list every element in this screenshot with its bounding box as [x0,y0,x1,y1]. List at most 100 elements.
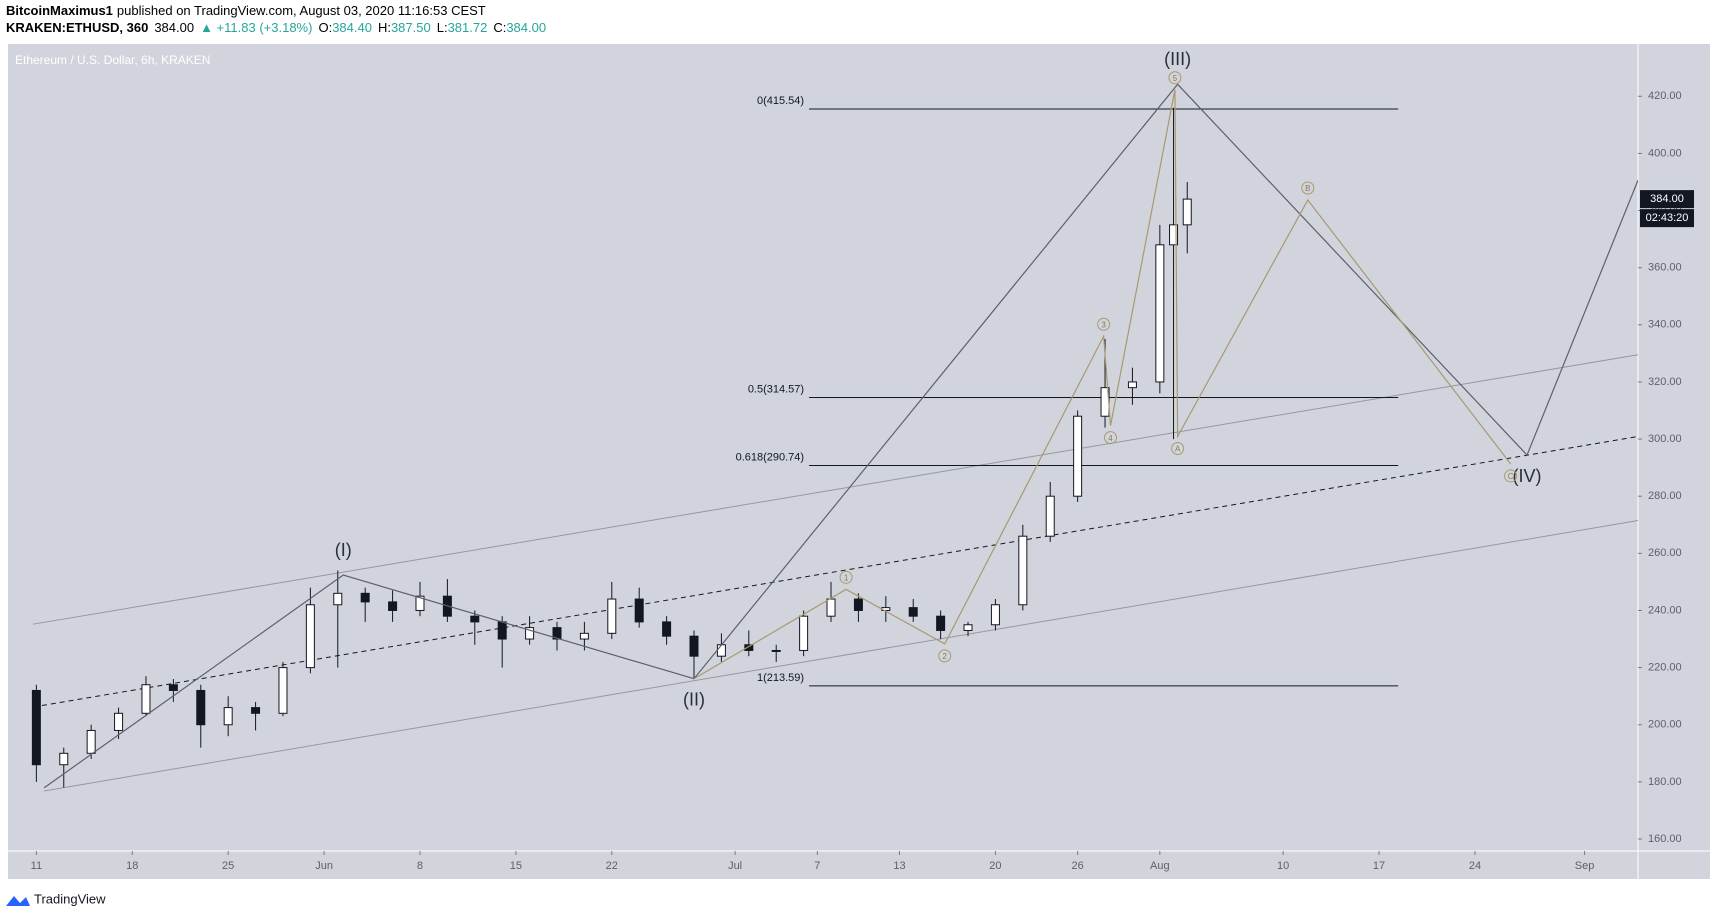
wave-label: (III) [1164,49,1191,69]
chart-title: Ethereum / U.S. Dollar, 6h, KRAKEN [15,53,210,67]
x-tick-label: 7 [814,860,820,872]
candle-body [388,601,398,611]
x-tick-label: 8 [417,860,423,872]
ohlc-value: 384.00 [506,20,546,35]
candle-body [278,667,288,714]
y-tick-label: 360.00 [1648,262,1682,274]
candle-body [662,621,672,637]
candle-body [552,627,562,640]
candle-body [31,689,41,766]
candle-body [168,684,178,691]
x-tick-label: 22 [606,860,618,872]
published: published on TradingView.com, August 03,… [117,3,486,18]
x-tick-label: 24 [1469,860,1481,872]
wave-marker [1301,181,1315,195]
y-tick-label: 280.00 [1648,490,1682,502]
wave-marker [1168,71,1182,85]
y-tick-label: 340.00 [1648,319,1682,331]
candle-body [497,621,507,640]
candle-body [744,644,754,651]
candle-body [470,615,480,623]
candle-body [305,604,315,669]
wave-label: 4 [1108,434,1113,443]
countdown-badge [1640,209,1694,228]
fib-label: 0(415.54) [757,95,804,107]
wave-marker [1171,442,1185,456]
candle-body [963,624,973,631]
header-line: BitcoinMaximus1 published on TradingView.… [6,3,486,18]
candle-body [771,649,781,652]
candle-body [634,598,644,623]
y-tick-label: 200.00 [1648,719,1682,731]
candle-body [415,595,425,611]
brand: TradingView [34,891,106,906]
x-tick-label: Aug [1150,860,1170,872]
wave-marker [1504,469,1518,483]
x-tick-label: 26 [1072,860,1084,872]
wave-marker [1104,431,1118,445]
last-price-badge [1640,190,1694,209]
plot: 0(415.54) 0.5(314.57) 0.618(290.74) 1(213.5… [31,49,1638,792]
candle-body [689,635,699,657]
ohlc-label: C: [493,20,506,35]
x-tick-label: 13 [893,860,905,872]
x-tick-label: Sep [1575,860,1595,872]
candle-body [579,632,589,640]
ohlc-label: L: [437,20,448,35]
channel-line [43,519,1638,792]
candle-body [1182,198,1192,226]
candle-body [86,729,96,754]
wave-label: 1 [844,573,849,582]
candle-body [59,752,69,766]
channel-line [32,436,1638,708]
wave-label: C [1508,472,1514,481]
wave-label: (IV) [1513,466,1542,486]
x-tick-label: 20 [989,860,1001,872]
candle-body [799,615,809,651]
last: 384.00 [154,20,194,35]
wave-label: B [1305,184,1310,193]
candle-body [223,707,233,726]
wave-label: A [1175,445,1181,454]
change: ▲ +11.83 (+3.18%) [200,20,312,35]
symbol: KRAKEN:ETHUSD, 360 [6,20,148,35]
time-axis [8,851,1638,879]
x-tick-label: 17 [1373,860,1385,872]
y-tick-label: 260.00 [1648,547,1682,559]
wave-marker [1097,317,1111,331]
x-tick-label: 25 [222,860,234,872]
candle-body [333,592,343,606]
price-axis [1638,44,1710,879]
candle-body [716,644,726,657]
wave-label: (I) [335,540,352,560]
plot-area [8,44,1638,851]
candle-body [990,604,1000,626]
wave-path [693,89,1512,680]
wave-path [43,83,1638,789]
author: BitcoinMaximus1 [6,3,113,18]
y-tick-label: 220.00 [1648,662,1682,674]
wave-label: 2 [943,652,948,661]
ohlc-value: 387.50 [391,20,431,35]
candle-body [607,598,617,634]
ohlc-label: H: [378,20,391,35]
x-tick-label: 10 [1277,860,1289,872]
candle-body [853,598,863,611]
candle-body [1169,224,1179,246]
candle-body [1127,381,1137,389]
wave-label: 5 [1173,74,1178,83]
candle-body [908,607,918,617]
x-tick-label: Jun [315,860,333,872]
y-tick-label: 420.00 [1648,90,1682,102]
ohlc-value: 381.72 [448,20,488,35]
y-tick-label: 320.00 [1648,376,1682,388]
x-tick-label: Jul [728,860,742,872]
y-tick-label: 300.00 [1648,433,1682,445]
wave-marker [839,570,853,584]
ohlc-value: 384.40 [332,20,372,35]
channel-line [32,354,1638,625]
candle-body [196,689,206,726]
wave-label: (II) [683,689,705,709]
y-tick-label: 180.00 [1648,776,1682,788]
